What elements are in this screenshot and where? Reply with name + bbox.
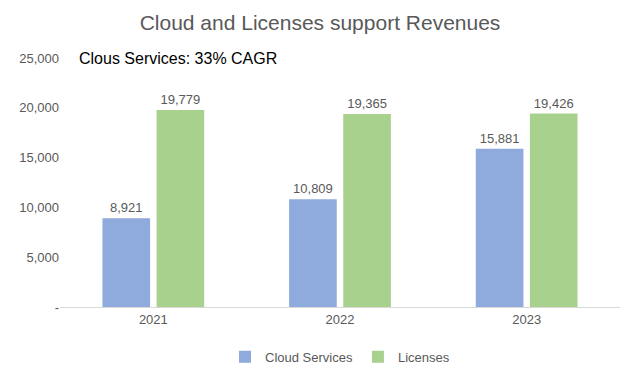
svg-text:5,000: 5,000 <box>26 250 59 265</box>
svg-text:Clous Services: 33% CAGR: Clous Services: 33% CAGR <box>79 50 277 67</box>
svg-text:19,779: 19,779 <box>161 92 201 107</box>
svg-text:Licenses: Licenses <box>398 350 450 365</box>
svg-text:2022: 2022 <box>326 312 355 327</box>
svg-text:10,809: 10,809 <box>293 181 333 196</box>
svg-text:15,881: 15,881 <box>480 131 520 146</box>
svg-text:10,000: 10,000 <box>19 200 59 215</box>
svg-text:2023: 2023 <box>512 312 541 327</box>
svg-text:15,000: 15,000 <box>19 150 59 165</box>
svg-text:25,000: 25,000 <box>19 51 59 66</box>
svg-text:20,000: 20,000 <box>19 100 59 115</box>
svg-text:Cloud Services: Cloud Services <box>265 350 353 365</box>
svg-text:8,921: 8,921 <box>110 200 143 215</box>
svg-text:-: - <box>55 300 59 315</box>
svg-text:2021: 2021 <box>139 312 168 327</box>
svg-text:19,365: 19,365 <box>347 96 387 111</box>
svg-text:Cloud and Licenses support Rev: Cloud and Licenses support Revenues <box>140 11 501 34</box>
svg-text:19,426: 19,426 <box>534 96 574 111</box>
